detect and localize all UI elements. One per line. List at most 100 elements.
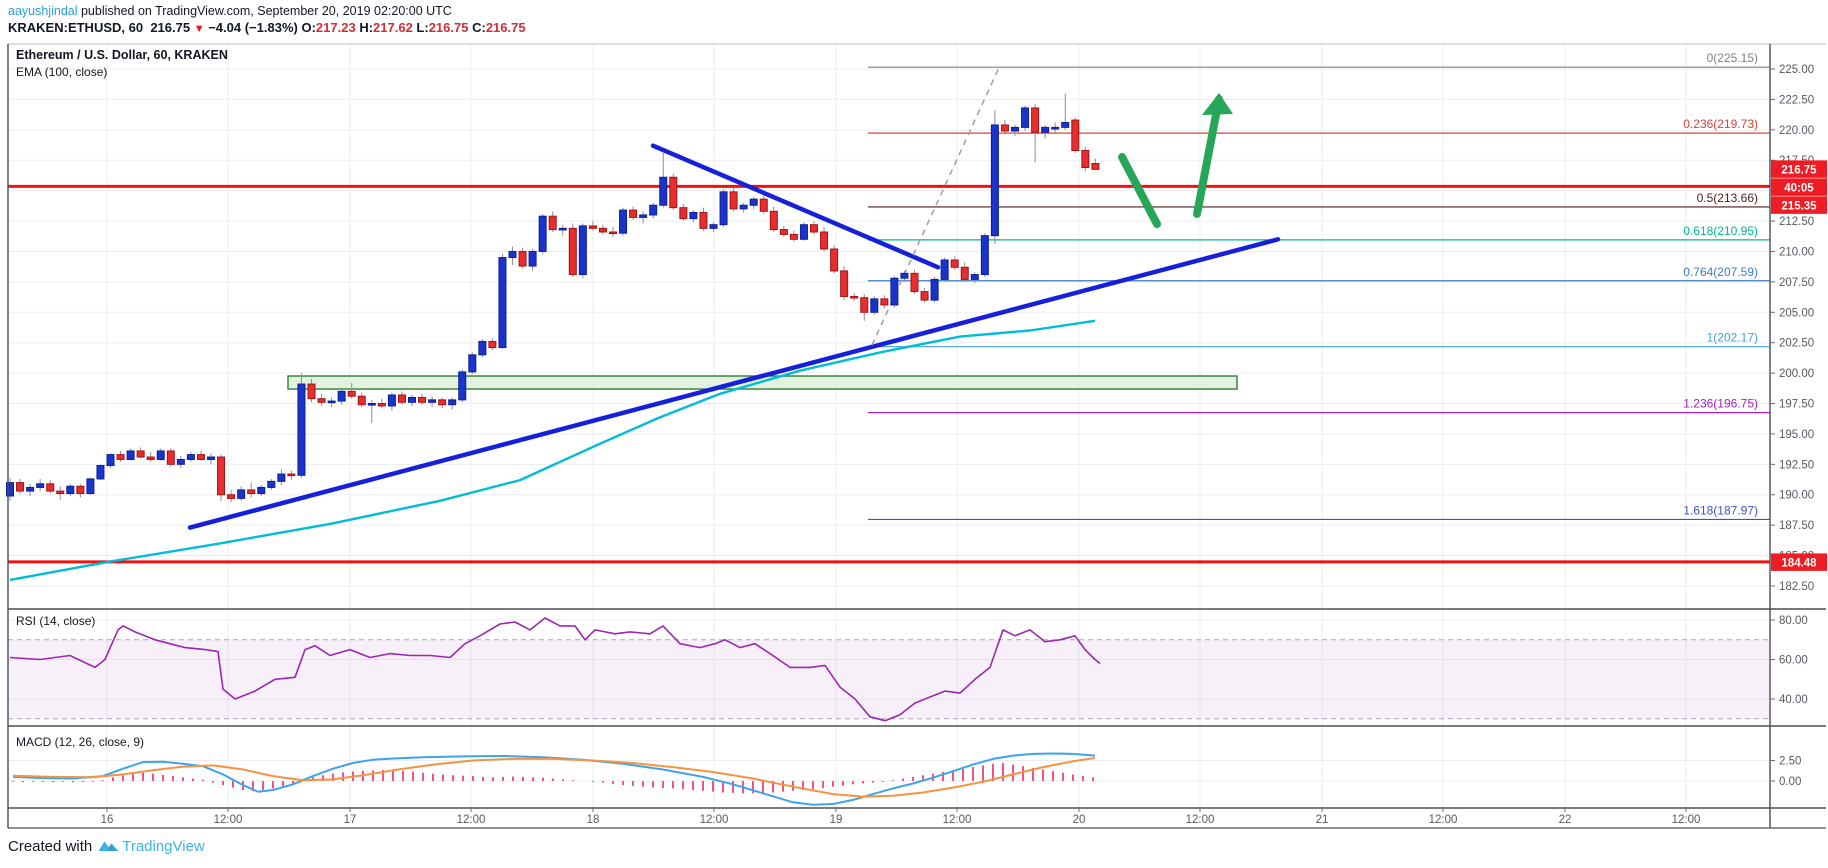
candle — [257, 486, 266, 495]
candle — [860, 297, 869, 313]
candle — [719, 191, 728, 226]
symbol-ohlc-row: KRAKEN:ETHUSD, 60 216.75 ▼ −4.04 (−1.83%… — [8, 20, 526, 35]
price-tick-label: 202.50 — [1779, 338, 1814, 350]
macd-tick-label: 2.50 — [1779, 756, 1801, 768]
rsi-tick-label: 60.00 — [1779, 655, 1808, 667]
candle — [679, 207, 688, 220]
time-label: 21 — [1316, 814, 1329, 826]
projection-dashed-line[interactable] — [871, 65, 1001, 346]
green-arrow-up[interactable] — [1193, 95, 1223, 218]
price-tick-label: 222.50 — [1779, 94, 1814, 106]
rsi-band — [8, 639, 1770, 719]
candle — [1011, 126, 1019, 132]
candle — [930, 278, 939, 301]
macd-signal-line[interactable] — [12, 757, 1096, 798]
candle — [287, 473, 296, 477]
price-tick-label: 207.50 — [1779, 277, 1814, 289]
candle — [1000, 124, 1009, 132]
candle — [66, 485, 75, 495]
time-label: 12:00 — [943, 814, 972, 826]
candle — [136, 450, 145, 458]
candle — [920, 291, 929, 301]
candle — [1081, 149, 1090, 169]
tradingview-brand-link[interactable]: TradingView — [122, 838, 205, 855]
high-value: 217.62 — [373, 20, 413, 35]
fib-label: 1.236(196.75) — [1683, 397, 1758, 411]
price-badge-last-price[interactable] — [1771, 160, 1827, 178]
tradingview-logo — [98, 841, 119, 851]
candle — [26, 486, 35, 492]
rsi-line[interactable] — [9, 617, 1101, 722]
candle — [659, 176, 668, 206]
candle — [267, 480, 276, 488]
green-arrow-up-head[interactable] — [1202, 93, 1233, 115]
candle — [478, 340, 487, 356]
candle — [1071, 119, 1080, 151]
candle — [588, 225, 597, 229]
time-label: 12:00 — [457, 814, 486, 826]
ema-legend[interactable]: EMA (100, close) — [16, 65, 107, 79]
time-label: 16 — [101, 814, 114, 826]
candle — [448, 399, 457, 406]
candle — [227, 494, 236, 499]
macd-line[interactable] — [12, 752, 1096, 806]
candle — [629, 209, 638, 218]
candle — [46, 483, 55, 492]
candle — [307, 383, 316, 400]
candle — [458, 371, 467, 401]
author-link[interactable]: aayushjindal — [8, 4, 78, 18]
price-badge-level[interactable] — [1771, 553, 1827, 571]
time-label: 17 — [344, 814, 357, 826]
candle — [408, 396, 416, 403]
candle — [789, 233, 798, 240]
candle — [217, 456, 226, 496]
candle — [528, 250, 537, 267]
candle — [729, 191, 738, 210]
time-label: 12:00 — [1429, 814, 1458, 826]
candle — [980, 235, 989, 276]
candle — [870, 298, 879, 313]
descending-trendline[interactable] — [650, 143, 941, 270]
rsi-tick-label: 40.00 — [1779, 694, 1808, 706]
candle — [820, 231, 829, 250]
candle — [387, 394, 396, 407]
price-badge-countdown[interactable] — [1771, 178, 1827, 196]
ema-line[interactable] — [9, 319, 1096, 582]
candle — [176, 458, 185, 465]
price-change: −4.04 (−1.83%) — [208, 20, 298, 35]
price-tick-label: 220.00 — [1779, 125, 1814, 137]
candle — [347, 390, 356, 397]
rsi-tick-label: 80.00 — [1779, 615, 1808, 627]
candle — [418, 396, 427, 403]
candle — [619, 209, 628, 234]
close-value: 216.75 — [485, 20, 526, 35]
fib-label: 0.618(210.95) — [1683, 224, 1758, 238]
candle — [1061, 122, 1070, 128]
candle — [327, 400, 336, 404]
price-badge-label: 215.35 — [1781, 200, 1817, 212]
candle — [106, 454, 115, 467]
snapshot-footer: Created with TradingView — [8, 838, 205, 855]
candle — [830, 248, 839, 272]
candle — [639, 214, 648, 218]
chart-title[interactable]: Ethereum / U.S. Dollar, 60, KRAKEN — [16, 48, 228, 62]
price-badge-level[interactable] — [1771, 196, 1827, 214]
ascending-trendline[interactable] — [187, 237, 1281, 530]
candle — [538, 215, 547, 252]
candle — [277, 473, 286, 482]
candle — [970, 274, 979, 280]
time-label: 22 — [1559, 814, 1572, 826]
green-arrow-down[interactable] — [1118, 153, 1161, 228]
candle — [739, 204, 748, 210]
candle — [247, 489, 256, 495]
candle — [799, 224, 808, 240]
macd-legend[interactable]: MACD (12, 26, close, 9) — [16, 735, 144, 749]
rsi-legend[interactable]: RSI (14, close) — [16, 614, 95, 628]
open-value: 217.23 — [315, 20, 356, 35]
candle — [699, 212, 708, 229]
candle — [598, 227, 607, 233]
candle — [337, 390, 346, 402]
candle — [86, 478, 95, 495]
fib-label: 1.618(187.97) — [1683, 503, 1758, 517]
